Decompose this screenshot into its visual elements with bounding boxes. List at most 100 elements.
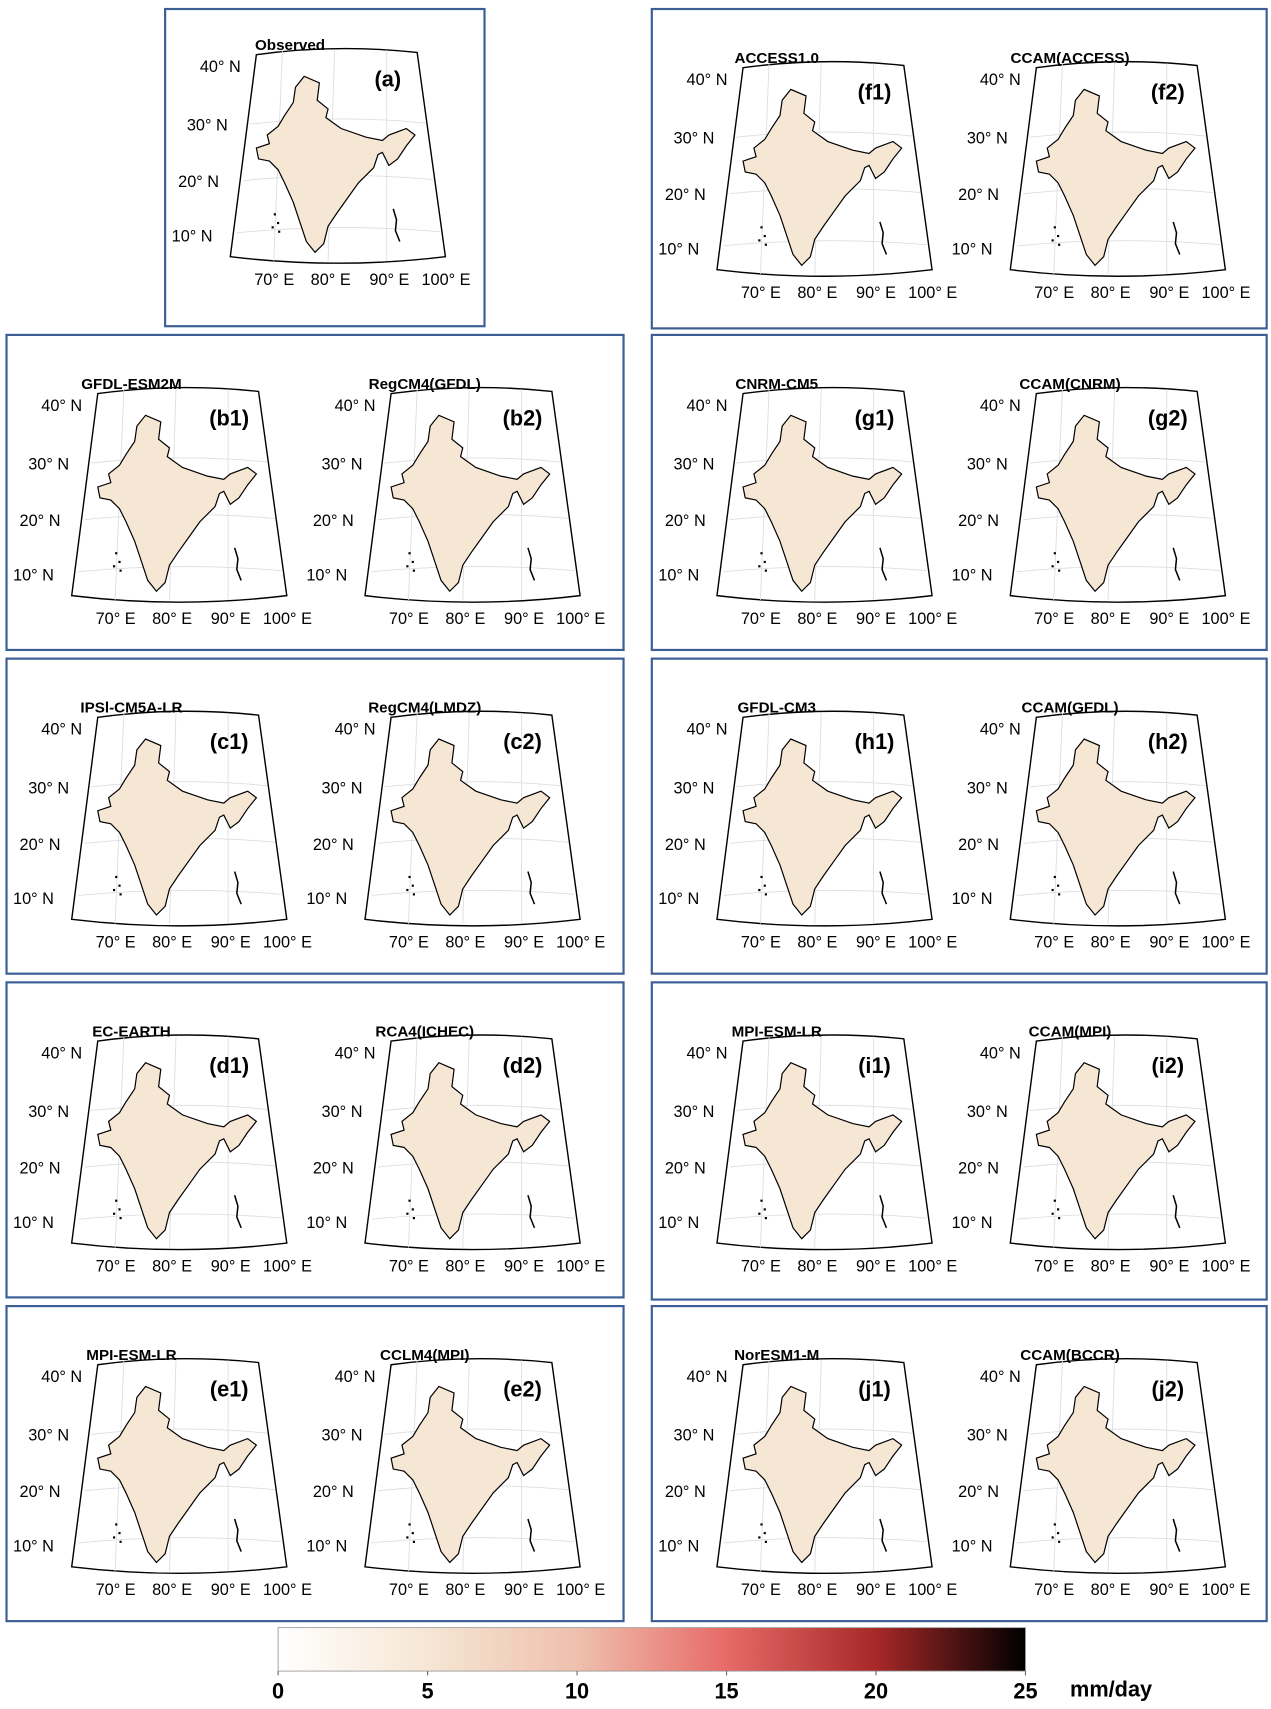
- map-title: CCAM(ACCESS): [1011, 50, 1130, 67]
- lakshadweep: [1058, 570, 1060, 572]
- lat-label: 30° N: [322, 779, 363, 797]
- lat-label: 30° N: [967, 1427, 1008, 1445]
- lon-label: 70° E: [389, 610, 429, 628]
- lon-label: 70° E: [96, 610, 136, 628]
- lakshadweep: [760, 552, 762, 554]
- lon-label: 80° E: [445, 1581, 485, 1599]
- lakshadweep: [1054, 1200, 1056, 1202]
- colorbar-tick-label: 0: [272, 1679, 284, 1704]
- lakshadweep: [760, 1523, 762, 1525]
- map: CNRM-CM5(g1)40° N30° N20° N10° N70° E80°…: [658, 376, 957, 628]
- lon-label: 70° E: [741, 284, 781, 302]
- lon-label: 70° E: [389, 1581, 429, 1599]
- lakshadweep: [764, 235, 766, 237]
- lakshadweep: [1054, 552, 1056, 554]
- lon-label: 80° E: [152, 1257, 192, 1275]
- lon-label: 70° E: [741, 610, 781, 628]
- lon-label: 80° E: [1091, 284, 1131, 302]
- lon-label: 70° E: [389, 1257, 429, 1275]
- lon-label: 100° E: [908, 934, 957, 952]
- lakshadweep: [412, 885, 414, 887]
- lat-label: 30° N: [674, 130, 715, 148]
- map-title: RegCM4(GFDL): [369, 376, 481, 393]
- lat-label: 10° N: [13, 890, 54, 908]
- panel-label: (c1): [210, 729, 249, 754]
- lakshadweep: [1058, 1217, 1060, 1219]
- lakshadweep: [760, 876, 762, 878]
- lon-label: 100° E: [908, 610, 957, 628]
- lakshadweep: [278, 231, 280, 233]
- lon-label: 70° E: [741, 934, 781, 952]
- lat-label: 10° N: [658, 1214, 699, 1232]
- lat-label: 40° N: [200, 58, 241, 76]
- colorbar-tick-label: 20: [864, 1679, 888, 1704]
- lon-label: 100° E: [421, 271, 470, 289]
- lon-label: 90° E: [211, 610, 251, 628]
- lakshadweep: [118, 561, 120, 563]
- lon-label: 80° E: [445, 934, 485, 952]
- lakshadweep: [765, 1541, 767, 1543]
- map-title: Observed: [255, 37, 325, 54]
- panel-label: (j2): [1152, 1377, 1185, 1402]
- lat-label: 40° N: [335, 721, 376, 739]
- lon-label: 80° E: [1091, 610, 1131, 628]
- colorbar: [278, 1628, 1025, 1671]
- lat-label: 30° N: [28, 779, 69, 797]
- lakshadweep: [119, 1541, 121, 1543]
- lat-label: 40° N: [41, 1044, 82, 1062]
- lat-label: 40° N: [980, 721, 1021, 739]
- lat-label: 20° N: [313, 836, 354, 854]
- lat-label: 10° N: [658, 240, 699, 258]
- lon-label: 90° E: [211, 934, 251, 952]
- lat-label: 20° N: [313, 512, 354, 530]
- lakshadweep: [765, 570, 767, 572]
- lakshadweep: [274, 213, 276, 215]
- map: EC-EARTH(d1)40° N30° N20° N10° N70° E80°…: [13, 1023, 312, 1275]
- lakshadweep: [765, 893, 767, 895]
- lon-label: 80° E: [1091, 1581, 1131, 1599]
- lakshadweep: [1057, 561, 1059, 563]
- colorbar-tick-label: 25: [1013, 1679, 1037, 1704]
- lat-label: 10° N: [952, 240, 993, 258]
- lon-label: 90° E: [211, 1257, 251, 1275]
- lon-label: 80° E: [1091, 1257, 1131, 1275]
- lat-label: 20° N: [665, 512, 706, 530]
- lakshadweep: [118, 885, 120, 887]
- panel-label: (e2): [503, 1377, 542, 1402]
- lon-label: 70° E: [1034, 610, 1074, 628]
- map-title: CCAM(CNRM): [1019, 376, 1120, 393]
- lakshadweep: [758, 565, 760, 567]
- map-title: CCAM(MPI): [1029, 1023, 1112, 1040]
- map: RegCM4(GFDL)(b2)40° N30° N20° N10° N70° …: [306, 376, 605, 628]
- lakshadweep: [413, 570, 415, 572]
- lakshadweep: [413, 893, 415, 895]
- lat-label: 10° N: [658, 1538, 699, 1556]
- lat-label: 40° N: [335, 397, 376, 415]
- lat-label: 40° N: [687, 397, 728, 415]
- map-title: MPI-ESM-LR: [732, 1023, 822, 1040]
- lon-label: 90° E: [1149, 284, 1189, 302]
- lon-label: 80° E: [797, 934, 837, 952]
- lat-label: 40° N: [41, 397, 82, 415]
- lon-label: 70° E: [254, 271, 294, 289]
- lat-label: 10° N: [306, 890, 347, 908]
- lon-label: 90° E: [1149, 610, 1189, 628]
- lakshadweep: [764, 561, 766, 563]
- lon-label: 80° E: [797, 284, 837, 302]
- lat-label: 20° N: [313, 1160, 354, 1178]
- lat-label: 30° N: [967, 130, 1008, 148]
- lakshadweep: [408, 1523, 410, 1525]
- lat-label: 10° N: [952, 566, 993, 584]
- lon-label: 100° E: [908, 284, 957, 302]
- lat-label: 10° N: [13, 1538, 54, 1556]
- lon-label: 70° E: [741, 1257, 781, 1275]
- lon-label: 90° E: [504, 610, 544, 628]
- lakshadweep: [1058, 1541, 1060, 1543]
- lakshadweep: [1058, 893, 1060, 895]
- map-title: MPI-ESM-LR: [86, 1347, 176, 1364]
- lon-label: 70° E: [1034, 1581, 1074, 1599]
- lakshadweep: [115, 876, 117, 878]
- page: Observed(a)40° N30° N20° N10° N70° E80° …: [0, 0, 1271, 1709]
